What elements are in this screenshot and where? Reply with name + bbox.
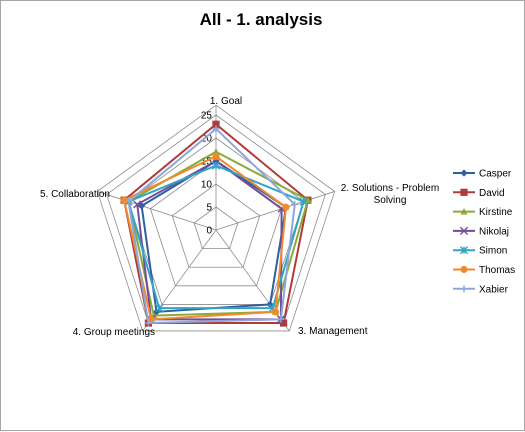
series-line [127, 127, 296, 325]
radial-tick-label: 15 [201, 157, 213, 168]
legend-marker [460, 265, 468, 274]
data-point [144, 319, 153, 327]
category-label: 2. Solutions - Problem [341, 183, 439, 194]
legend-item-thomas: Thomas [453, 265, 515, 276]
legend-marker [459, 226, 469, 235]
series-line [136, 159, 283, 321]
legend-item-simon: Simon [453, 246, 507, 257]
radial-tick-label: 20 [201, 134, 213, 145]
radial-tick-labels: 0 5 10 15 20 25 [201, 111, 213, 237]
grid-ring [171, 183, 261, 268]
series-line [123, 122, 309, 325]
category-label: Solving [374, 195, 407, 206]
category-label: 5. Collaboration [40, 189, 110, 200]
data-point [120, 196, 128, 204]
data-point [266, 300, 274, 309]
data-point [282, 203, 290, 211]
legend-marker [460, 285, 468, 293]
legend-label: Nikolaj [479, 226, 509, 237]
data-point [212, 120, 220, 128]
legend-label: David [479, 188, 505, 199]
category-label: 1. Goal [210, 96, 242, 107]
legend-item-david: David [453, 188, 505, 199]
data-point [147, 315, 155, 323]
category-label: 3. Management [298, 326, 368, 337]
data-point [271, 308, 280, 316]
radial-tick-label: 5 [206, 203, 212, 214]
series-xabier [124, 125, 299, 327]
grid-spoke [97, 191, 217, 231]
data-point [124, 197, 133, 206]
chart-title: All - 1. analysis [200, 10, 323, 29]
legend-label: Kirstine [479, 207, 513, 218]
data-point [277, 315, 285, 323]
radial-tick-label: 25 [201, 111, 213, 122]
legend-label: Thomas [479, 265, 515, 276]
legend-label: Casper [479, 169, 512, 180]
data-point [279, 319, 288, 327]
legend: Casper David Kirstine Nikolaj Simon Thomas Xab… [453, 169, 515, 295]
series-casper [138, 157, 290, 316]
legend-marker [460, 208, 468, 215]
data-point [133, 200, 142, 209]
series-line [140, 159, 288, 313]
category-label: 4. Group meetings [73, 327, 155, 338]
legend-item-xabier: Xabier [453, 284, 509, 295]
radial-tick-label: 10 [201, 180, 213, 191]
legend-item-kirstine: Kirstine [453, 207, 513, 218]
series-layer [120, 120, 312, 327]
data-point [212, 152, 220, 160]
legend-marker [459, 246, 469, 255]
legend-item-nikolaj: Nikolaj [453, 226, 509, 237]
legend-label: Xabier [479, 284, 509, 295]
series-simon [124, 161, 308, 313]
data-point [291, 200, 299, 209]
grid-spoke [215, 191, 335, 231]
legend-label: Simon [479, 246, 507, 257]
grid-outer-ring [96, 104, 336, 332]
legend-marker [460, 188, 468, 196]
data-point [304, 196, 312, 204]
data-point [155, 304, 164, 313]
data-point [299, 197, 308, 206]
data-point [152, 308, 161, 316]
series-line [127, 150, 310, 317]
legend-marker [460, 169, 468, 177]
data-point [212, 148, 220, 155]
legend-item-casper: Casper [453, 169, 512, 180]
radial-tick-label: 0 [206, 226, 212, 237]
grid-ring [193, 206, 239, 250]
series-line [127, 164, 305, 310]
data-point [211, 161, 221, 170]
data-point [212, 125, 220, 133]
